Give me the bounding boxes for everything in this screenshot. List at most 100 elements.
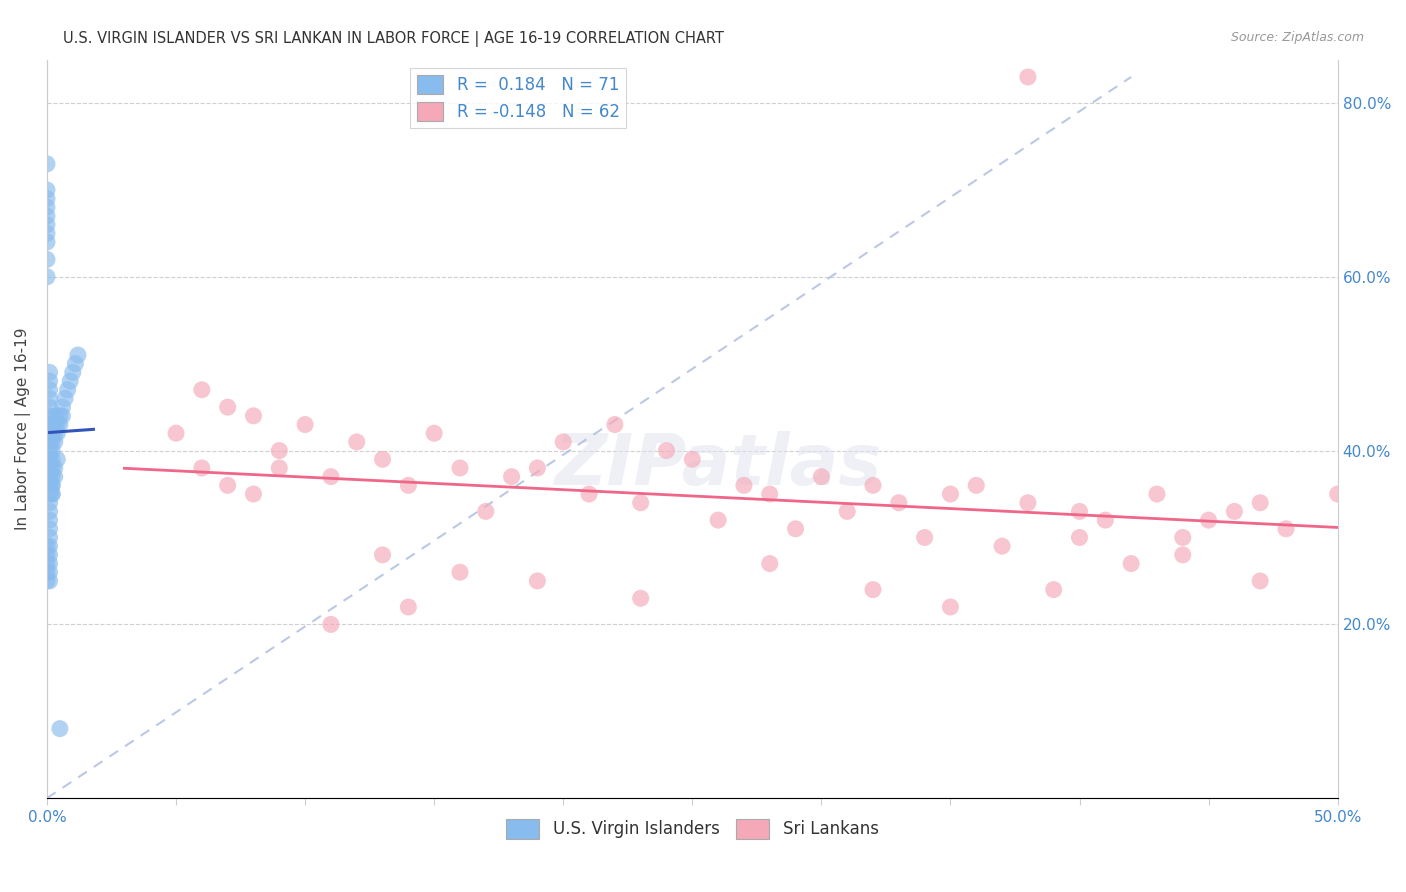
Point [1171,548,1194,562]
Point [35,157,58,171]
Point [707,513,730,527]
Point [35,566,58,580]
Point [35,235,58,249]
Point [38,487,60,501]
Point [991,539,1014,553]
Point [319,469,342,483]
Point [38,426,60,441]
Point [1094,513,1116,527]
Point [319,617,342,632]
Point [396,599,419,614]
Point [41,417,63,432]
Point [44,426,66,441]
Point [38,417,60,432]
Point [35,200,58,214]
Point [35,548,58,562]
Point [862,582,884,597]
Point [191,383,214,397]
Point [1326,487,1348,501]
Y-axis label: In Labor Force | Age 16-19: In Labor Force | Age 16-19 [15,327,31,530]
Text: Source: ZipAtlas.com: Source: ZipAtlas.com [1230,31,1364,45]
Point [38,566,60,580]
Point [578,487,600,501]
Point [41,452,63,467]
Point [41,461,63,475]
Point [758,487,780,501]
Point [1249,574,1271,588]
Point [1223,504,1246,518]
Point [501,469,523,483]
Point [38,469,60,483]
Point [38,461,60,475]
Point [56,383,79,397]
Point [38,513,60,527]
Point [862,478,884,492]
Point [41,443,63,458]
Point [1198,513,1220,527]
Text: ZIPatlas: ZIPatlas [554,432,882,500]
Point [41,478,63,492]
Point [41,487,63,501]
Point [217,478,239,492]
Point [38,452,60,467]
Point [1042,582,1064,597]
Point [242,409,264,423]
Point [553,434,575,449]
Point [65,357,87,371]
Point [35,252,58,267]
Point [44,434,66,449]
Point [44,469,66,483]
Point [49,722,72,736]
Point [630,496,652,510]
Point [1249,496,1271,510]
Point [38,574,60,588]
Point [38,504,60,518]
Point [35,183,58,197]
Point [38,522,60,536]
Point [1017,496,1039,510]
Point [269,443,291,458]
Point [38,400,60,414]
Point [41,478,63,492]
Point [371,452,394,467]
Point [1069,504,1091,518]
Point [603,417,626,432]
Point [46,452,69,467]
Point [59,374,82,388]
Point [1017,70,1039,84]
Point [35,227,58,241]
Point [41,426,63,441]
Point [35,192,58,206]
Point [38,392,60,406]
Point [53,392,76,406]
Point [44,417,66,432]
Point [62,365,84,379]
Point [41,469,63,483]
Point [810,469,832,483]
Point [35,557,58,571]
Point [165,426,187,441]
Point [38,409,60,423]
Point [38,548,60,562]
Point [475,504,498,518]
Point [38,531,60,545]
Point [44,409,66,423]
Point [51,409,73,423]
Point [38,434,60,449]
Point [423,426,446,441]
Point [191,461,214,475]
Point [38,383,60,397]
Point [1121,557,1143,571]
Point [38,557,60,571]
Point [46,417,69,432]
Point [269,461,291,475]
Point [41,434,63,449]
Point [1275,522,1298,536]
Point [38,365,60,379]
Text: U.S. VIRGIN ISLANDER VS SRI LANKAN IN LABOR FORCE | AGE 16-19 CORRELATION CHART: U.S. VIRGIN ISLANDER VS SRI LANKAN IN LA… [63,31,724,47]
Point [837,504,859,518]
Point [1171,531,1194,545]
Point [38,478,60,492]
Point [35,269,58,284]
Point [396,478,419,492]
